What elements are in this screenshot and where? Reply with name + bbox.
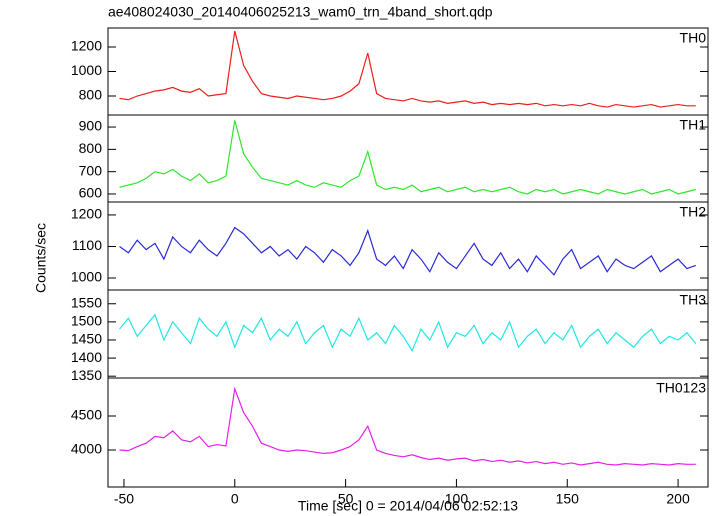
y-tick-label: 700 xyxy=(79,162,103,178)
panel-label: TH0 xyxy=(680,30,707,46)
y-tick-label: 1100 xyxy=(72,237,102,253)
data-line xyxy=(119,386,696,466)
panel-label: TH3 xyxy=(680,292,707,308)
chart-title: ae408024030_20140406025213_wam0_trn_4ban… xyxy=(108,4,493,20)
panel-label: TH0123 xyxy=(656,380,706,396)
x-tick-label: -50 xyxy=(114,491,134,507)
y-tick-label: 1400 xyxy=(71,349,102,365)
y-tick-label: 1000 xyxy=(71,62,102,78)
y-tick-label: 600 xyxy=(79,185,103,201)
y-tick-label: 1200 xyxy=(71,38,102,54)
y-tick-label: 1200 xyxy=(71,206,102,222)
x-tick-label: 150 xyxy=(556,491,580,507)
x-tick-label: 100 xyxy=(445,491,469,507)
panel-frame xyxy=(107,201,709,291)
x-axis-label: Time [sec] 0 = 2014/04/06 02:52:13 xyxy=(298,498,518,514)
data-line xyxy=(119,30,696,108)
y-tick-label: 1350 xyxy=(71,367,102,383)
y-tick-label: 800 xyxy=(79,140,103,156)
data-line xyxy=(119,226,697,276)
data-line xyxy=(119,120,696,195)
x-tick-label: 0 xyxy=(231,491,239,507)
y-tick-label: 4000 xyxy=(71,441,102,457)
x-tick-label: 200 xyxy=(666,491,690,507)
y-tick-label: 1500 xyxy=(71,313,102,329)
y-tick-label: 800 xyxy=(79,87,103,103)
data-line xyxy=(119,313,697,353)
panel-frame xyxy=(107,377,709,488)
y-tick-label: 1450 xyxy=(71,331,102,347)
y-tick-label: 900 xyxy=(79,118,103,134)
panel-frame xyxy=(107,114,709,203)
panel-label: TH1 xyxy=(680,117,707,133)
panel-frame xyxy=(107,27,709,116)
panel-label: TH2 xyxy=(680,204,707,220)
y-tick-label: 1000 xyxy=(71,269,102,285)
x-tick-label: 50 xyxy=(338,491,354,507)
y-axis-label: Counts/sec xyxy=(33,223,49,293)
y-tick-label: 4500 xyxy=(71,407,102,423)
y-tick-label: 1550 xyxy=(71,294,102,310)
